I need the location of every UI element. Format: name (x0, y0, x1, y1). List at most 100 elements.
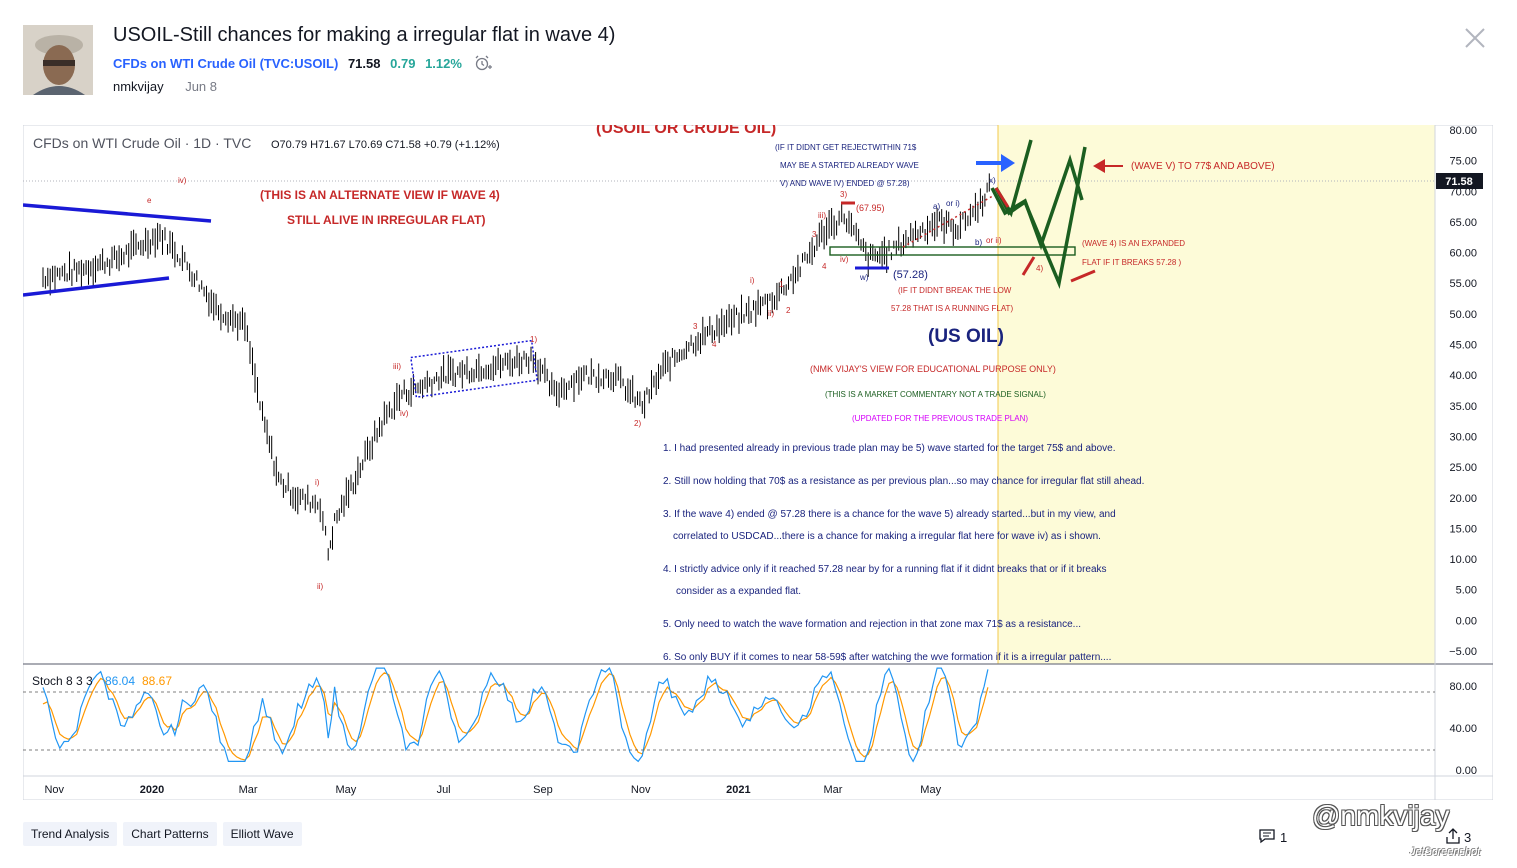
y-tick-label: 40.00 (1449, 370, 1477, 382)
blue-arrow (976, 154, 1015, 172)
wave-label: or i) (946, 199, 960, 208)
red-arrow-wave-v (1093, 159, 1123, 173)
wave-label: ii) (768, 309, 775, 318)
x-tick-label: May (920, 784, 941, 796)
reject-line3: V) AND WAVE IV) ENDED @ 57.28) (780, 179, 910, 188)
high-label: (67.95) (856, 203, 885, 213)
tag-chip[interactable]: Chart Patterns (123, 822, 217, 846)
stoch-k: 86.04 (105, 674, 135, 688)
wave-label: i) (315, 478, 320, 487)
stoch-d: 88.67 (142, 674, 172, 688)
wave-label: or ii) (986, 236, 1002, 245)
alt-view-line1: (THIS IS AN ALTERNATE VIEW IF WAVE 4) (260, 188, 500, 202)
symbol-price: 71.58 (347, 55, 381, 71)
x-tick-label: Nov (631, 784, 651, 796)
x-tick-label: May (335, 784, 356, 796)
alarm-clock-icon[interactable] (474, 55, 492, 74)
forecast-path-c (994, 146, 1087, 290)
stoch-tick-label: 80.00 (1449, 681, 1477, 693)
stoch-tick-label: 40.00 (1449, 723, 1477, 735)
x-tick-label: Mar (823, 784, 842, 796)
x-tick-label: Nov (44, 784, 64, 796)
note-1: 1. I had presented already in previous t… (663, 443, 1116, 454)
ohlc-readout: O70.79 H71.67 L70.69 C71.58 +0.79 (+1.12… (271, 139, 500, 151)
y-tick-label: 70.00 (1449, 186, 1477, 198)
symbol-row: CFDs on WTI Crude Oil (TVC:USOIL) 71.58 … (113, 55, 492, 74)
share-button[interactable]: 3 (1446, 828, 1471, 847)
comments-button[interactable]: 1 (1258, 828, 1287, 847)
author-row: nmkvijay Jun 8 (113, 79, 217, 94)
wave-label: iv) (178, 176, 187, 185)
wave-label: 2 (786, 306, 791, 315)
price-series (42, 173, 990, 561)
wave-label: iii) (818, 211, 826, 220)
watermark-sub: JetScreenshot (1410, 846, 1481, 858)
wave-v-label: (WAVE V) TO 77$ AND ABOVE) (1131, 161, 1275, 172)
y-tick-label: 20.00 (1449, 493, 1477, 505)
symbol-link[interactable]: CFDs on WTI Crude Oil (TVC:USOIL) (113, 55, 339, 71)
running-line2: 57.28 THAT IS A RUNNING FLAT) (891, 304, 1013, 313)
idea-title: USOIL-Still chances for making a irregul… (113, 24, 616, 46)
author-name[interactable]: nmkvijay (113, 79, 164, 94)
note-4a: 4. I strictly advice only if it reached … (663, 564, 1107, 575)
price-tag (1436, 173, 1483, 189)
support-zone (829, 246, 1076, 256)
tags-row: Trend Analysis Chart Patterns Elliott Wa… (23, 822, 302, 846)
wave-label: iv) (400, 409, 409, 418)
wave-label: b) (975, 238, 982, 247)
trend-line-lower (22, 276, 170, 297)
publish-date: Jun 8 (185, 79, 218, 94)
comments-count: 1 (1280, 830, 1288, 845)
close-icon[interactable] (1463, 26, 1487, 50)
legend-title: CFDs on WTI Crude Oil · 1D · TVC (33, 135, 251, 151)
x-tick-label: 2020 (140, 784, 164, 796)
tag-chip[interactable]: Elliott Wave (222, 822, 302, 846)
y-tick-label: 45.00 (1449, 340, 1477, 352)
chart-container[interactable]: 80.00 75.00 70.00 65.00 60.00 55.00 50.00 45.00… (22, 120, 1494, 801)
y-tick-label: 60.00 (1449, 248, 1477, 260)
y-tick-label: 30.00 (1449, 431, 1477, 443)
running-line1: (IF IT DIDNT BREAK THE LOW (898, 286, 1012, 295)
x-tick-label: Jul (437, 784, 451, 796)
y-tick-label: 10.00 (1449, 554, 1477, 566)
note-5: 5. Only need to watch the wave formation… (663, 619, 1081, 630)
forecast-red-start (994, 187, 1010, 208)
reject-line2: MAY BE A STARTED ALREADY WAVE (780, 161, 919, 170)
stoch-axis[interactable]: 80.00 40.00 0.00 (1449, 681, 1477, 777)
wave-label: 3) (840, 190, 847, 199)
wave-label: w) (859, 273, 869, 282)
chart-svg[interactable]: 80.0075.0070.0065.0060.0055.0050.0045.00… (22, 120, 1494, 801)
avatar[interactable] (23, 25, 93, 95)
y-tick-label: 5.00 (1456, 585, 1477, 597)
y-tick-label: −5.00 (1449, 646, 1477, 658)
expanded-line1: (WAVE 4) IS AN EXPANDED (1082, 239, 1185, 248)
stoch-tick-label: 0.00 (1456, 765, 1477, 777)
y-tick-label: 25.00 (1449, 462, 1477, 474)
us-oil-label: (US OIL) (928, 326, 1004, 347)
y-tick-label: 65.00 (1449, 217, 1477, 229)
wave-label: 2) (634, 419, 641, 428)
watermark: @nmkvijay (1312, 800, 1450, 831)
channel-box (409, 339, 539, 399)
low-label: (57.28) (893, 269, 928, 281)
price-axis[interactable]: 80.00 75.00 70.00 65.00 60.00 55.00 50.00 45.00… (1449, 125, 1477, 658)
wave-label: 3 (693, 322, 698, 331)
note-3a: 3. If the wave 4) ended @ 57.28 there is… (663, 509, 1116, 520)
wave-label: a) (933, 202, 940, 211)
commentary-label: (THIS IS A MARKET COMMENTARY NOT A TRADE… (825, 390, 1046, 399)
wave-label: iv) (840, 255, 849, 264)
tag-chip[interactable]: Trend Analysis (23, 822, 118, 846)
note-3b: correlated to USDCAD...there is a chance… (673, 531, 1101, 542)
red-arrow-4 (1021, 256, 1036, 276)
x-tick-label: Sep (533, 784, 553, 796)
expanded-line2: FLAT IF IT BREAKS 57.28 ) (1082, 258, 1181, 267)
wave-label: 1 (779, 280, 784, 289)
share-icon (1446, 828, 1460, 847)
top-title: (USOIL OR CRUDE OIL) (596, 125, 776, 137)
price-tag-text: 71.58 (1445, 176, 1473, 188)
y-tick-label: 80.00 (1449, 125, 1477, 137)
wave-label: i) (750, 276, 755, 285)
time-axis[interactable]: Nov 2020 Mar May Jul Sep Nov 2021 Mar May (44, 784, 941, 796)
wave-label: x) (989, 176, 996, 185)
reject-line1: (IF IT DIDNT GET REJECTWITHIN 71$ (775, 143, 917, 152)
